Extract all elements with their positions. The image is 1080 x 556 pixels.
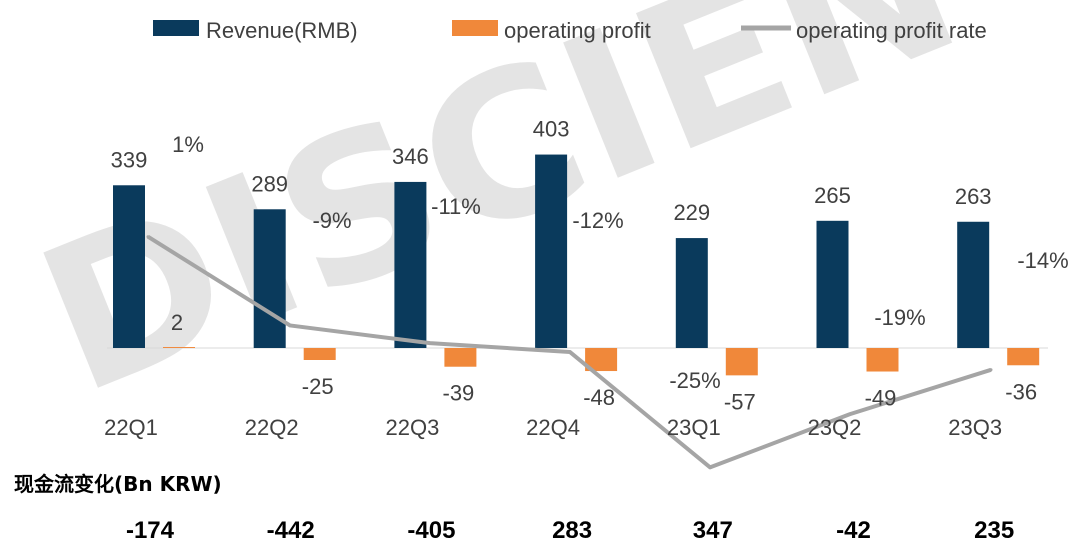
operating-profit-bar-23Q2: [866, 348, 899, 372]
operating-profit-label-23Q2: -49: [865, 386, 897, 411]
rate-point-22Q2: [288, 323, 292, 327]
rate-label-23Q3: -14%: [1017, 248, 1068, 273]
revenue-label-22Q1: 339: [111, 147, 148, 172]
operating-profit-label-22Q1: 2: [171, 310, 183, 335]
revenue-label-23Q3: 263: [955, 184, 992, 209]
cash-flow-title: 现金流变化(Bn KRW): [14, 472, 222, 496]
cash-flow-value-23Q1: 347: [693, 517, 733, 544]
rate-line-layer: [146, 235, 993, 470]
revenue-label-22Q3: 346: [392, 144, 429, 169]
operating-profit-bar-22Q3: [444, 348, 477, 367]
revenue-bar-22Q1: [113, 185, 145, 348]
rate-point-22Q4: [568, 350, 572, 354]
revenue-bar-23Q2: [816, 220, 849, 348]
legend-label-operating-profit: operating profit: [504, 18, 651, 43]
revenue-label-23Q1: 229: [673, 200, 710, 225]
legend-swatch-revenue: [153, 20, 199, 36]
operating-profit-label-22Q2: -25: [302, 374, 334, 399]
legend-item-revenue: Revenue(RMB): [153, 18, 358, 43]
revenue-bar-23Q1: [675, 238, 708, 348]
data-labels-layer: 339 2 289 -25 346 -39 403 -48 229 -57 265 -49 263 -36…: [111, 117, 1069, 415]
rate-label-22Q3: -11%: [431, 194, 481, 219]
legend-label-revenue: Revenue(RMB): [206, 18, 358, 43]
rate-point-23Q1: [708, 465, 712, 469]
cash-flow-value-22Q3: -405: [407, 517, 455, 544]
revenue-label-22Q2: 289: [251, 171, 288, 196]
cash-flow-value-22Q2: -442: [267, 517, 315, 544]
legend-swatch-operating-profit: [452, 20, 498, 36]
x-axis-tick-labels: 22Q1 22Q2 22Q3 22Q4 23Q1 23Q2 23Q3: [104, 415, 1002, 440]
rate-point-22Q3: [428, 341, 432, 345]
legend: Revenue(RMB) operating profit operating …: [153, 18, 987, 43]
cash-flow-value-23Q3: 235: [974, 517, 1014, 544]
cash-flow-value-22Q1: -174: [126, 517, 175, 544]
revenue-label-22Q4: 403: [533, 117, 570, 142]
legend-item-operating-profit-rate: operating profit rate: [741, 18, 987, 43]
legend-item-operating-profit: operating profit: [452, 18, 651, 43]
rate-label-22Q4: -12%: [572, 208, 623, 233]
x-tick-23Q1: 23Q1: [667, 415, 721, 440]
revenue-bar-23Q3: [957, 221, 990, 348]
cash-flow-values: -174 -442 -405 283 347 -42 235: [126, 517, 1014, 544]
x-tick-23Q3: 23Q3: [948, 415, 1002, 440]
x-tick-23Q2: 23Q2: [808, 415, 862, 440]
revenue-bar-22Q2: [253, 209, 286, 348]
watermark-text: DISCIEN: [11, 0, 988, 440]
cash-flow-value-22Q4: 283: [552, 517, 592, 544]
rate-label-23Q1: -25%: [669, 368, 720, 393]
cash-flow-value-23Q2: -42: [836, 517, 871, 544]
operating-profit-bar-22Q1: [163, 347, 195, 348]
x-tick-22Q2: 22Q2: [245, 415, 299, 440]
x-tick-22Q3: 22Q3: [385, 415, 439, 440]
legend-label-operating-profit-rate: operating profit rate: [796, 18, 987, 43]
operating-profit-bar-23Q1: [725, 348, 758, 376]
x-tick-22Q4: 22Q4: [526, 415, 580, 440]
operating-profit-label-22Q4: -48: [583, 385, 615, 410]
revenue-label-23Q2: 265: [814, 183, 851, 208]
operating-profit-label-23Q3: -36: [1005, 379, 1037, 404]
operating-profit-label-23Q1: -57: [724, 389, 756, 414]
rate-point-22Q1: [146, 235, 150, 239]
rate-label-23Q2: -19%: [874, 305, 925, 330]
rate-label-22Q1: 1%: [172, 132, 204, 157]
operating-profit-bar-22Q4: [585, 348, 618, 372]
watermark: DISCIEN: [11, 0, 988, 440]
rate-point-23Q3: [989, 368, 993, 372]
revenue-bar-22Q3: [394, 181, 427, 348]
operating-profit-label-22Q3: -39: [443, 381, 475, 406]
operating-profit-bar-22Q2: [303, 348, 336, 360]
operating-profit-bar-23Q3: [1007, 348, 1040, 366]
revenue-bar-22Q4: [535, 154, 568, 348]
bars-layer: [113, 154, 1040, 376]
rate-label-22Q2: -9%: [312, 208, 351, 233]
x-tick-22Q1: 22Q1: [104, 415, 158, 440]
rate-point-23Q2: [848, 412, 852, 416]
